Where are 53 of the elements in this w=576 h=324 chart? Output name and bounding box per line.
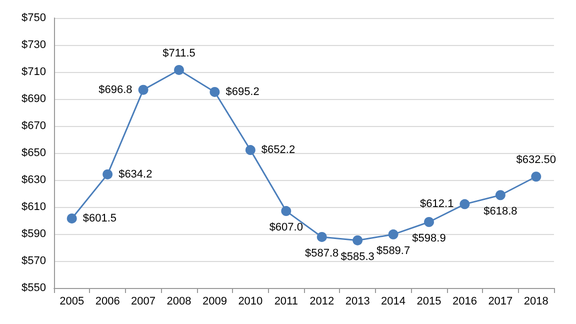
y-tick-label: $730 (22, 39, 46, 51)
data-label: $634.2 (118, 168, 152, 180)
point (281, 206, 292, 216)
x-tick-label: 2005 (60, 296, 84, 308)
point (138, 84, 148, 95)
point (174, 64, 184, 75)
x-tick-label: 2014 (381, 296, 406, 308)
y-tick-label: $550 (22, 282, 46, 294)
data-label: $612.1 (420, 198, 454, 210)
data-label: $601.5 (82, 212, 117, 224)
x-tick-label: 2012 (310, 296, 334, 308)
data-label: $652.2 (261, 144, 296, 156)
y-tick-label: $670 (22, 120, 46, 132)
point (495, 190, 506, 200)
x-tick-label: 2013 (345, 296, 370, 308)
y-tick-label: $750 (22, 12, 46, 24)
y-tick-label: $610 (22, 201, 46, 213)
point (424, 216, 434, 227)
x-tick-label: 2007 (131, 296, 156, 308)
x-tick-label: 2018 (524, 296, 548, 308)
x-tick-label: 2009 (202, 296, 227, 308)
y-tick-label: $630 (22, 174, 46, 186)
point (352, 235, 363, 246)
y-tick-label: $650 (22, 147, 46, 159)
point (388, 229, 398, 240)
point (531, 172, 542, 182)
data-label: $598.9 (412, 232, 446, 244)
y-tick-label: $690 (22, 93, 46, 105)
point (102, 169, 113, 180)
x-tick-label: 2006 (95, 296, 120, 308)
data-label: $585.3 (340, 250, 374, 263)
data-label: $696.8 (98, 84, 132, 96)
data-label: $711.5 (162, 47, 196, 60)
data-label: $607.0 (269, 222, 303, 234)
point (460, 199, 470, 210)
data-label: $589.7 (376, 244, 410, 257)
x-tick-label: 2011 (274, 296, 298, 308)
data-label: $618.8 (484, 206, 518, 218)
point (316, 232, 327, 242)
x-tick-label: 2017 (488, 296, 513, 308)
data-label: $632.50 (516, 154, 556, 166)
data-label: $695.2 (226, 86, 260, 98)
data-label: $587.8 (305, 247, 339, 260)
x-tick-label: 2016 (452, 296, 477, 308)
x-tick-label: 2015 (416, 296, 442, 308)
y-tick-label: $590 (22, 228, 46, 240)
point (245, 145, 256, 156)
y-tick-label: $710 (22, 66, 46, 78)
point (210, 86, 220, 97)
point (66, 213, 77, 224)
x-tick-label: 2010 (238, 296, 263, 308)
y-tick-label: $570 (22, 255, 46, 267)
x-tick-label: 2008 (166, 296, 192, 308)
